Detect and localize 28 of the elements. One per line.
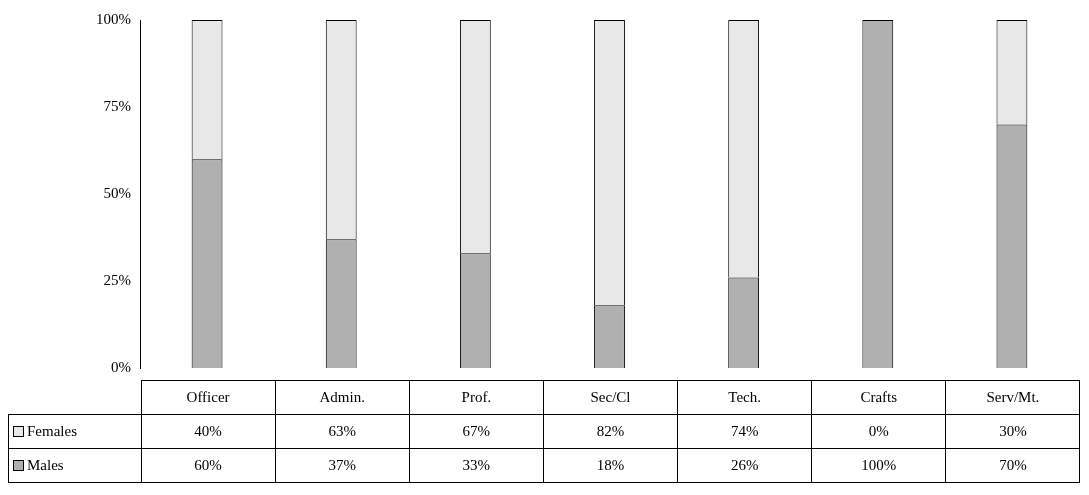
x-tick-label: Officer (141, 380, 276, 415)
y-tick-label: 25% (103, 271, 131, 288)
data-label: 37% (275, 448, 410, 483)
x-tick-label: Tech. (677, 380, 812, 415)
x-tick-label: Serv/Mt. (945, 380, 1080, 415)
legend-label: Males (27, 456, 64, 474)
data-label: 74% (677, 414, 812, 449)
data-label: 33% (409, 448, 544, 483)
x-tick-label: Sec/Cl (543, 380, 678, 415)
data-label: 63% (275, 414, 410, 449)
y-tick-label: 50% (103, 184, 131, 201)
x-tick-label: Prof. (409, 380, 544, 415)
y-tick-label: 0% (111, 358, 131, 375)
data-label: 30% (945, 414, 1080, 449)
data-label: 82% (543, 414, 678, 449)
y-tick-label: 100% (96, 10, 131, 27)
y-tick-label: 75% (103, 97, 131, 114)
data-label: 100% (811, 448, 946, 483)
data-label: 18% (543, 448, 678, 483)
x-tick-label: Admin. (275, 380, 410, 415)
legend-label: Females (27, 422, 77, 440)
data-label: 40% (141, 414, 276, 449)
data-label: 26% (677, 448, 812, 483)
data-label: 60% (141, 448, 276, 483)
data-label: 70% (945, 448, 1080, 483)
x-tick-label: Crafts (811, 380, 946, 415)
data-label: 67% (409, 414, 544, 449)
data-label: 0% (811, 414, 946, 449)
